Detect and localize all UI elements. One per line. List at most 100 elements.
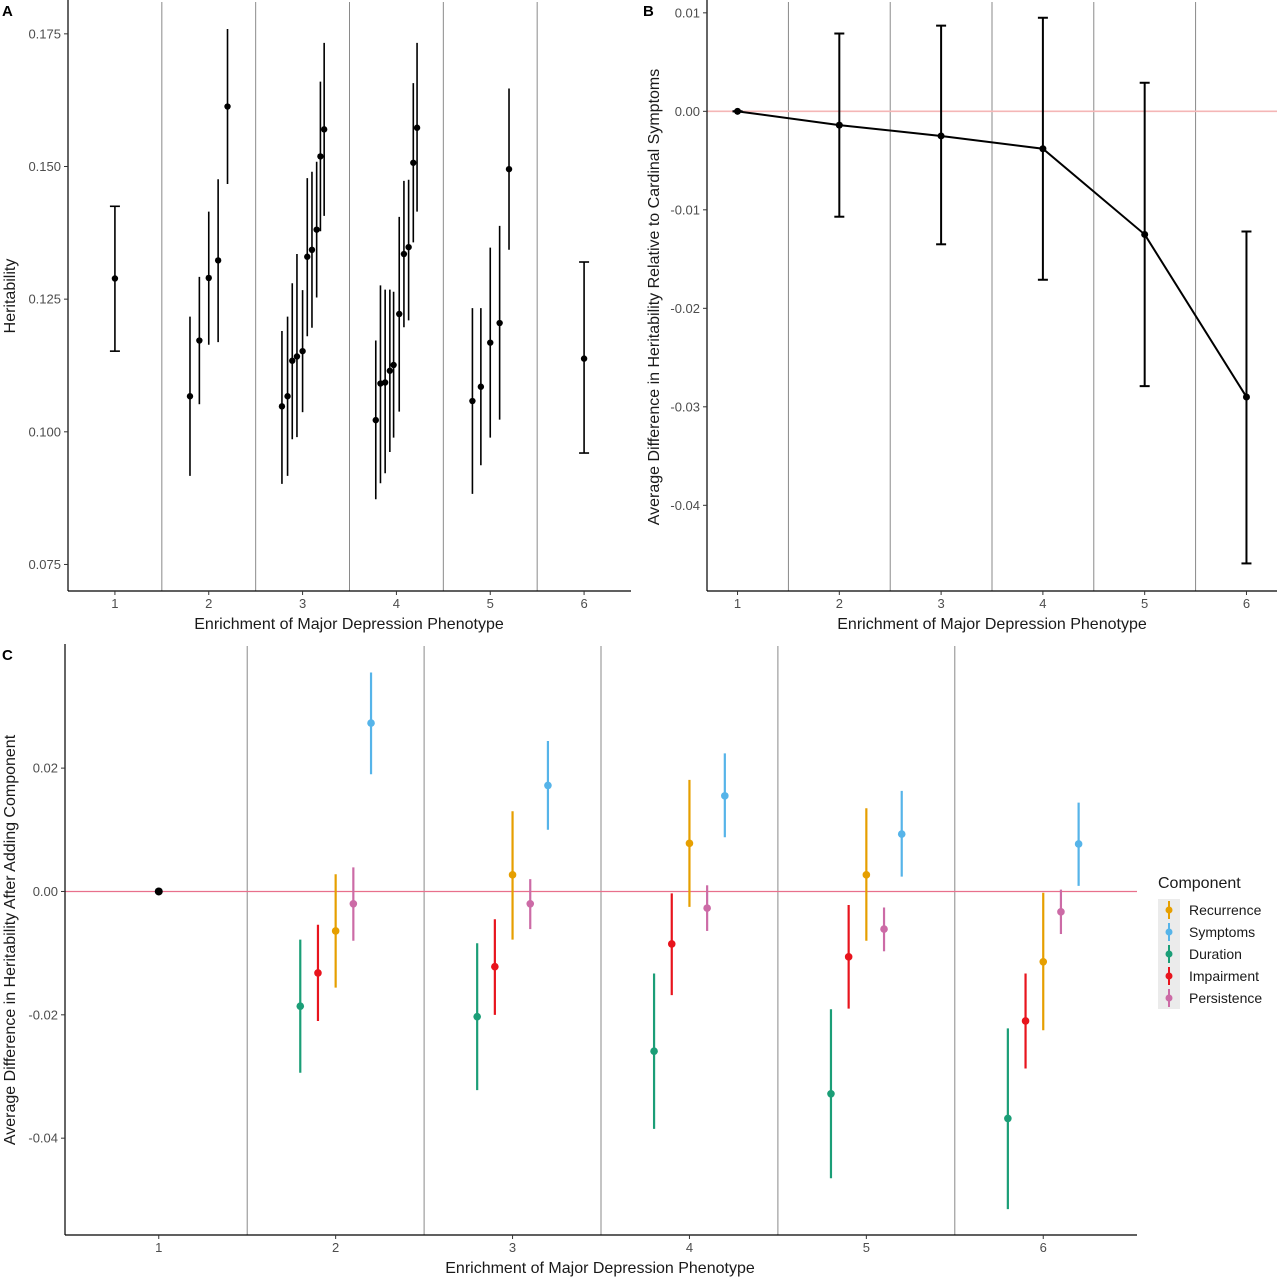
y-tick-label: -0.01 — [670, 202, 700, 217]
data-point-symptoms — [544, 781, 552, 790]
y-tick-label: -0.04 — [670, 498, 700, 513]
y-tick-label: -0.04 — [28, 1131, 58, 1146]
data-point — [413, 124, 421, 131]
data-point — [372, 416, 379, 424]
x-tick-label: 1 — [734, 596, 741, 611]
x-tick-label: 2 — [332, 1240, 339, 1255]
y-tick-label: 0.02 — [33, 761, 58, 776]
data-point-persistence — [349, 900, 358, 908]
legend-title: Component — [1158, 875, 1241, 892]
panel-b-label: B — [643, 3, 654, 20]
data-point — [505, 165, 513, 173]
y-tick-label: -0.03 — [670, 399, 700, 414]
data-point-duration — [827, 1089, 835, 1098]
data-point-impairment — [1021, 1017, 1030, 1025]
data-point-impairment — [667, 940, 676, 948]
legend-key-duration — [1165, 950, 1173, 958]
data-point — [396, 310, 403, 318]
y-tick-label: 0.01 — [675, 5, 700, 20]
x-tick-label: 5 — [1141, 596, 1148, 611]
y-tick-label: -0.02 — [28, 1007, 58, 1022]
y-tick-label: 0.00 — [33, 884, 58, 899]
legend: Component Recurrence Symptoms Duration Impa… — [1158, 875, 1262, 1009]
data-point — [410, 159, 417, 166]
panel-a-x-axis-title: Enrichment of Major Depression Phenotype — [194, 616, 504, 633]
data-point — [1242, 393, 1250, 401]
y-tick-label: 0.175 — [28, 26, 61, 41]
data-point-recurrence — [1039, 957, 1048, 966]
panel-a: A 1 2 3 4 5 6 0.075 0.100 0.125 0.150 0.175 Enrich… — [2, 0, 631, 633]
panel-c: C 1 2 3 4 5 6 -0.04 -0.02 0.00 0.02 Enrichment of… — [2, 644, 1262, 1277]
data-point — [937, 132, 945, 140]
panel-c-y-axis-title: Average Difference in Heritability After… — [2, 734, 19, 1145]
panel-b: B 1 2 3 4 5 6 -0.04 -0.03 -0.02 -0.01 0.00 0.01 Enr… — [643, 0, 1277, 633]
x-tick-label: 1 — [155, 1240, 162, 1255]
legend-label-impairment: Impairment — [1189, 968, 1259, 984]
data-point-duration — [650, 1047, 658, 1056]
data-point — [496, 319, 503, 327]
y-tick-label: 0.075 — [28, 557, 61, 572]
data-point-impairment — [314, 969, 322, 977]
x-tick-label: 6 — [1243, 596, 1250, 611]
x-tick-label: 3 — [937, 596, 944, 611]
y-tick-label: 0.150 — [28, 159, 61, 174]
panel-c-x-axis-title: Enrichment of Major Depression Phenotype — [445, 1260, 755, 1277]
x-tick-label: 4 — [686, 1240, 693, 1255]
data-point-recurrence — [508, 871, 517, 879]
data-point — [224, 103, 231, 110]
legend-key-persistence — [1165, 994, 1173, 1002]
x-tick-label: 3 — [509, 1240, 516, 1255]
data-point-recurrence — [862, 871, 871, 879]
data-point-persistence — [526, 900, 535, 908]
data-point-duration — [473, 1012, 481, 1021]
panel-a-y-axis-title: Heritability — [2, 259, 19, 334]
data-point — [186, 393, 194, 400]
legend-label-recurrence: Recurrence — [1189, 902, 1262, 918]
x-tick-label: 1 — [111, 596, 118, 611]
data-point — [304, 253, 311, 260]
data-point — [477, 383, 485, 390]
legend-label-duration: Duration — [1189, 946, 1242, 962]
panel-a-label: A — [2, 3, 13, 20]
data-point — [205, 274, 212, 282]
x-tick-label: 5 — [863, 1240, 870, 1255]
data-point — [734, 107, 742, 115]
y-tick-label: 0.125 — [28, 292, 61, 307]
data-point-baseline — [154, 887, 163, 896]
data-point — [487, 339, 494, 346]
legend-key-impairment — [1165, 972, 1173, 980]
data-point-duration — [1004, 1114, 1012, 1123]
data-point-persistence — [703, 904, 711, 912]
data-point — [313, 226, 320, 233]
data-point — [1039, 145, 1047, 153]
x-tick-label: 2 — [205, 596, 212, 611]
data-point-impairment — [844, 953, 853, 961]
data-point — [405, 243, 412, 251]
data-point — [469, 397, 476, 405]
data-point-persistence — [1057, 908, 1065, 916]
data-point-recurrence — [685, 839, 694, 848]
legend-label-persistence: Persistence — [1189, 990, 1262, 1006]
data-point — [400, 250, 408, 258]
data-point — [214, 257, 222, 264]
data-point-impairment — [491, 962, 499, 971]
data-point — [386, 367, 394, 374]
data-point — [299, 347, 306, 355]
panel-c-label: C — [2, 647, 13, 664]
data-point — [317, 153, 324, 160]
data-point-symptoms — [367, 719, 375, 727]
series-line — [737, 110, 1248, 398]
data-point — [1141, 230, 1149, 238]
data-point — [284, 393, 291, 400]
data-point — [320, 126, 328, 133]
data-point — [580, 355, 588, 362]
x-tick-label: 6 — [1040, 1240, 1047, 1255]
data-point-symptoms — [1074, 840, 1083, 848]
x-tick-label: 3 — [299, 596, 306, 611]
data-point — [278, 403, 286, 410]
data-point-symptoms — [721, 792, 729, 800]
data-point — [111, 275, 119, 282]
data-point-duration — [296, 1002, 305, 1010]
y-tick-label: 0.100 — [28, 424, 61, 439]
